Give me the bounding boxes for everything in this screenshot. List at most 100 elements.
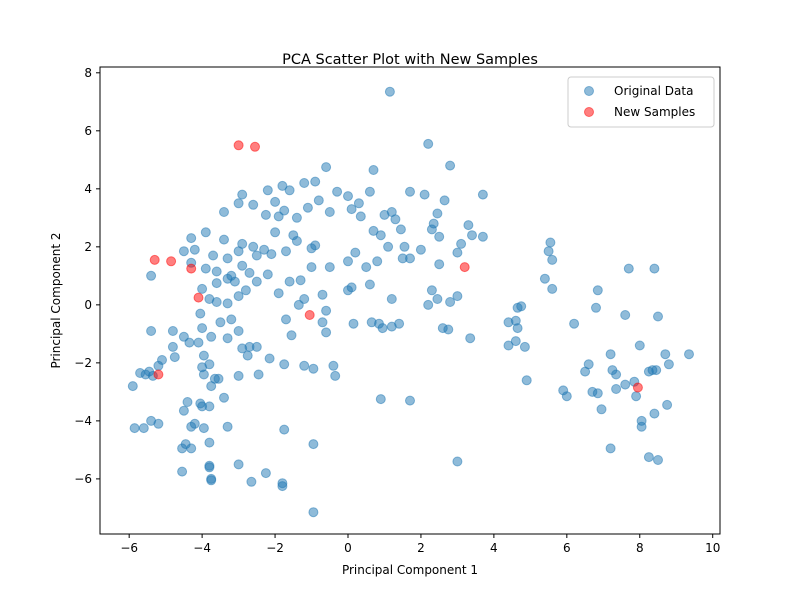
data-point-original — [643, 452, 654, 463]
data-point-original — [432, 208, 443, 219]
data-point-original — [233, 291, 244, 302]
data-point-original — [596, 404, 607, 415]
data-point-original — [452, 456, 463, 467]
data-point-original — [592, 388, 603, 399]
data-point-original — [237, 260, 248, 271]
data-point-original — [200, 227, 211, 238]
data-point-original — [233, 246, 244, 257]
data-point-new-sample — [304, 310, 315, 320]
data-point-original — [343, 256, 353, 267]
data-point-original — [394, 318, 405, 329]
data-point-original — [246, 476, 257, 487]
x-tick-label: 10 — [705, 541, 720, 555]
data-point-original — [324, 207, 335, 217]
data-point-original — [580, 366, 591, 377]
legend: Original Data New Samples — [567, 76, 715, 128]
data-point-original — [178, 405, 189, 416]
y-tick-label: −4 — [74, 414, 92, 428]
data-point-original — [405, 395, 415, 406]
data-point-original — [153, 418, 164, 429]
data-point-original — [375, 394, 386, 405]
data-point-original — [384, 86, 395, 97]
legend-box — [567, 76, 715, 128]
data-point-original — [222, 333, 233, 344]
data-point-original — [279, 359, 290, 370]
data-point-new-sample — [632, 382, 643, 393]
data-point-original — [259, 244, 270, 255]
x-tick-label: −4 — [193, 541, 211, 555]
data-point-original — [465, 333, 476, 344]
data-point-original — [477, 189, 488, 200]
data-point-original — [423, 138, 434, 149]
data-point-original — [368, 225, 379, 236]
data-point-original — [291, 212, 302, 223]
y-tick-label: 0 — [84, 298, 92, 312]
data-point-original — [510, 336, 521, 347]
data-point-original — [605, 349, 616, 360]
data-point-original — [317, 289, 328, 300]
data-point-original — [184, 337, 195, 348]
data-point-original — [660, 349, 671, 360]
data-point-original — [623, 263, 634, 274]
data-point-original — [251, 250, 262, 261]
data-point-original — [332, 186, 343, 197]
data-point-original — [208, 250, 219, 261]
data-point-original — [663, 359, 674, 370]
data-point-original — [293, 299, 304, 310]
data-point-original — [204, 401, 215, 412]
data-point-original — [364, 279, 375, 290]
data-point-original — [178, 246, 189, 257]
data-point-original — [591, 302, 601, 313]
data-point-original — [248, 241, 259, 252]
data-point-original — [219, 392, 229, 403]
data-point-original — [310, 240, 321, 251]
legend-marker-new-samples — [584, 107, 594, 117]
data-point-original — [233, 459, 244, 470]
data-point-original — [240, 285, 251, 296]
data-point-original — [186, 233, 197, 244]
data-point-new-sample — [250, 141, 260, 152]
data-point-original — [286, 330, 297, 341]
data-point-original — [346, 204, 357, 215]
data-point-original — [456, 238, 467, 249]
x-tick-label: 6 — [563, 541, 571, 555]
data-point-original — [211, 266, 222, 277]
data-point-original — [361, 262, 372, 273]
x-tick-label: 2 — [417, 541, 425, 555]
legend-label-new-samples: New Samples — [614, 105, 695, 119]
y-tick-label: −2 — [74, 356, 92, 370]
data-point-original — [467, 230, 477, 241]
x-axis: −6 −4 −2 0 2 4 6 8 10 — [120, 534, 720, 555]
data-point-original — [519, 341, 530, 352]
data-point-original — [386, 207, 397, 217]
data-point-original — [328, 360, 339, 371]
data-point-original — [432, 294, 443, 304]
data-point-original — [426, 285, 437, 296]
data-point-original — [343, 285, 353, 296]
x-tick-label: −2 — [266, 541, 284, 555]
data-point-original — [222, 421, 233, 432]
data-point-original — [215, 317, 226, 328]
data-point-original — [253, 369, 264, 380]
data-point-original — [195, 308, 206, 319]
y-tick-label: 2 — [84, 240, 92, 254]
data-point-original — [348, 318, 359, 329]
data-point-original — [226, 314, 237, 325]
legend-label-original-data: Original Data — [614, 84, 693, 98]
data-point-original — [368, 165, 379, 175]
data-point-original — [237, 343, 248, 354]
data-point-original — [206, 331, 217, 342]
data-point-original — [561, 391, 572, 402]
data-point-original — [324, 262, 335, 273]
data-point-original — [177, 466, 188, 477]
data-point-original — [277, 481, 288, 492]
data-point-original — [182, 397, 193, 407]
data-point-original — [405, 253, 415, 264]
y-axis-label: Principal Component 2 — [49, 232, 63, 368]
x-tick-label: −6 — [120, 541, 138, 555]
data-point-original — [177, 443, 188, 454]
data-point-original — [443, 324, 454, 335]
data-point-original — [434, 231, 445, 242]
data-point-original — [477, 231, 488, 242]
